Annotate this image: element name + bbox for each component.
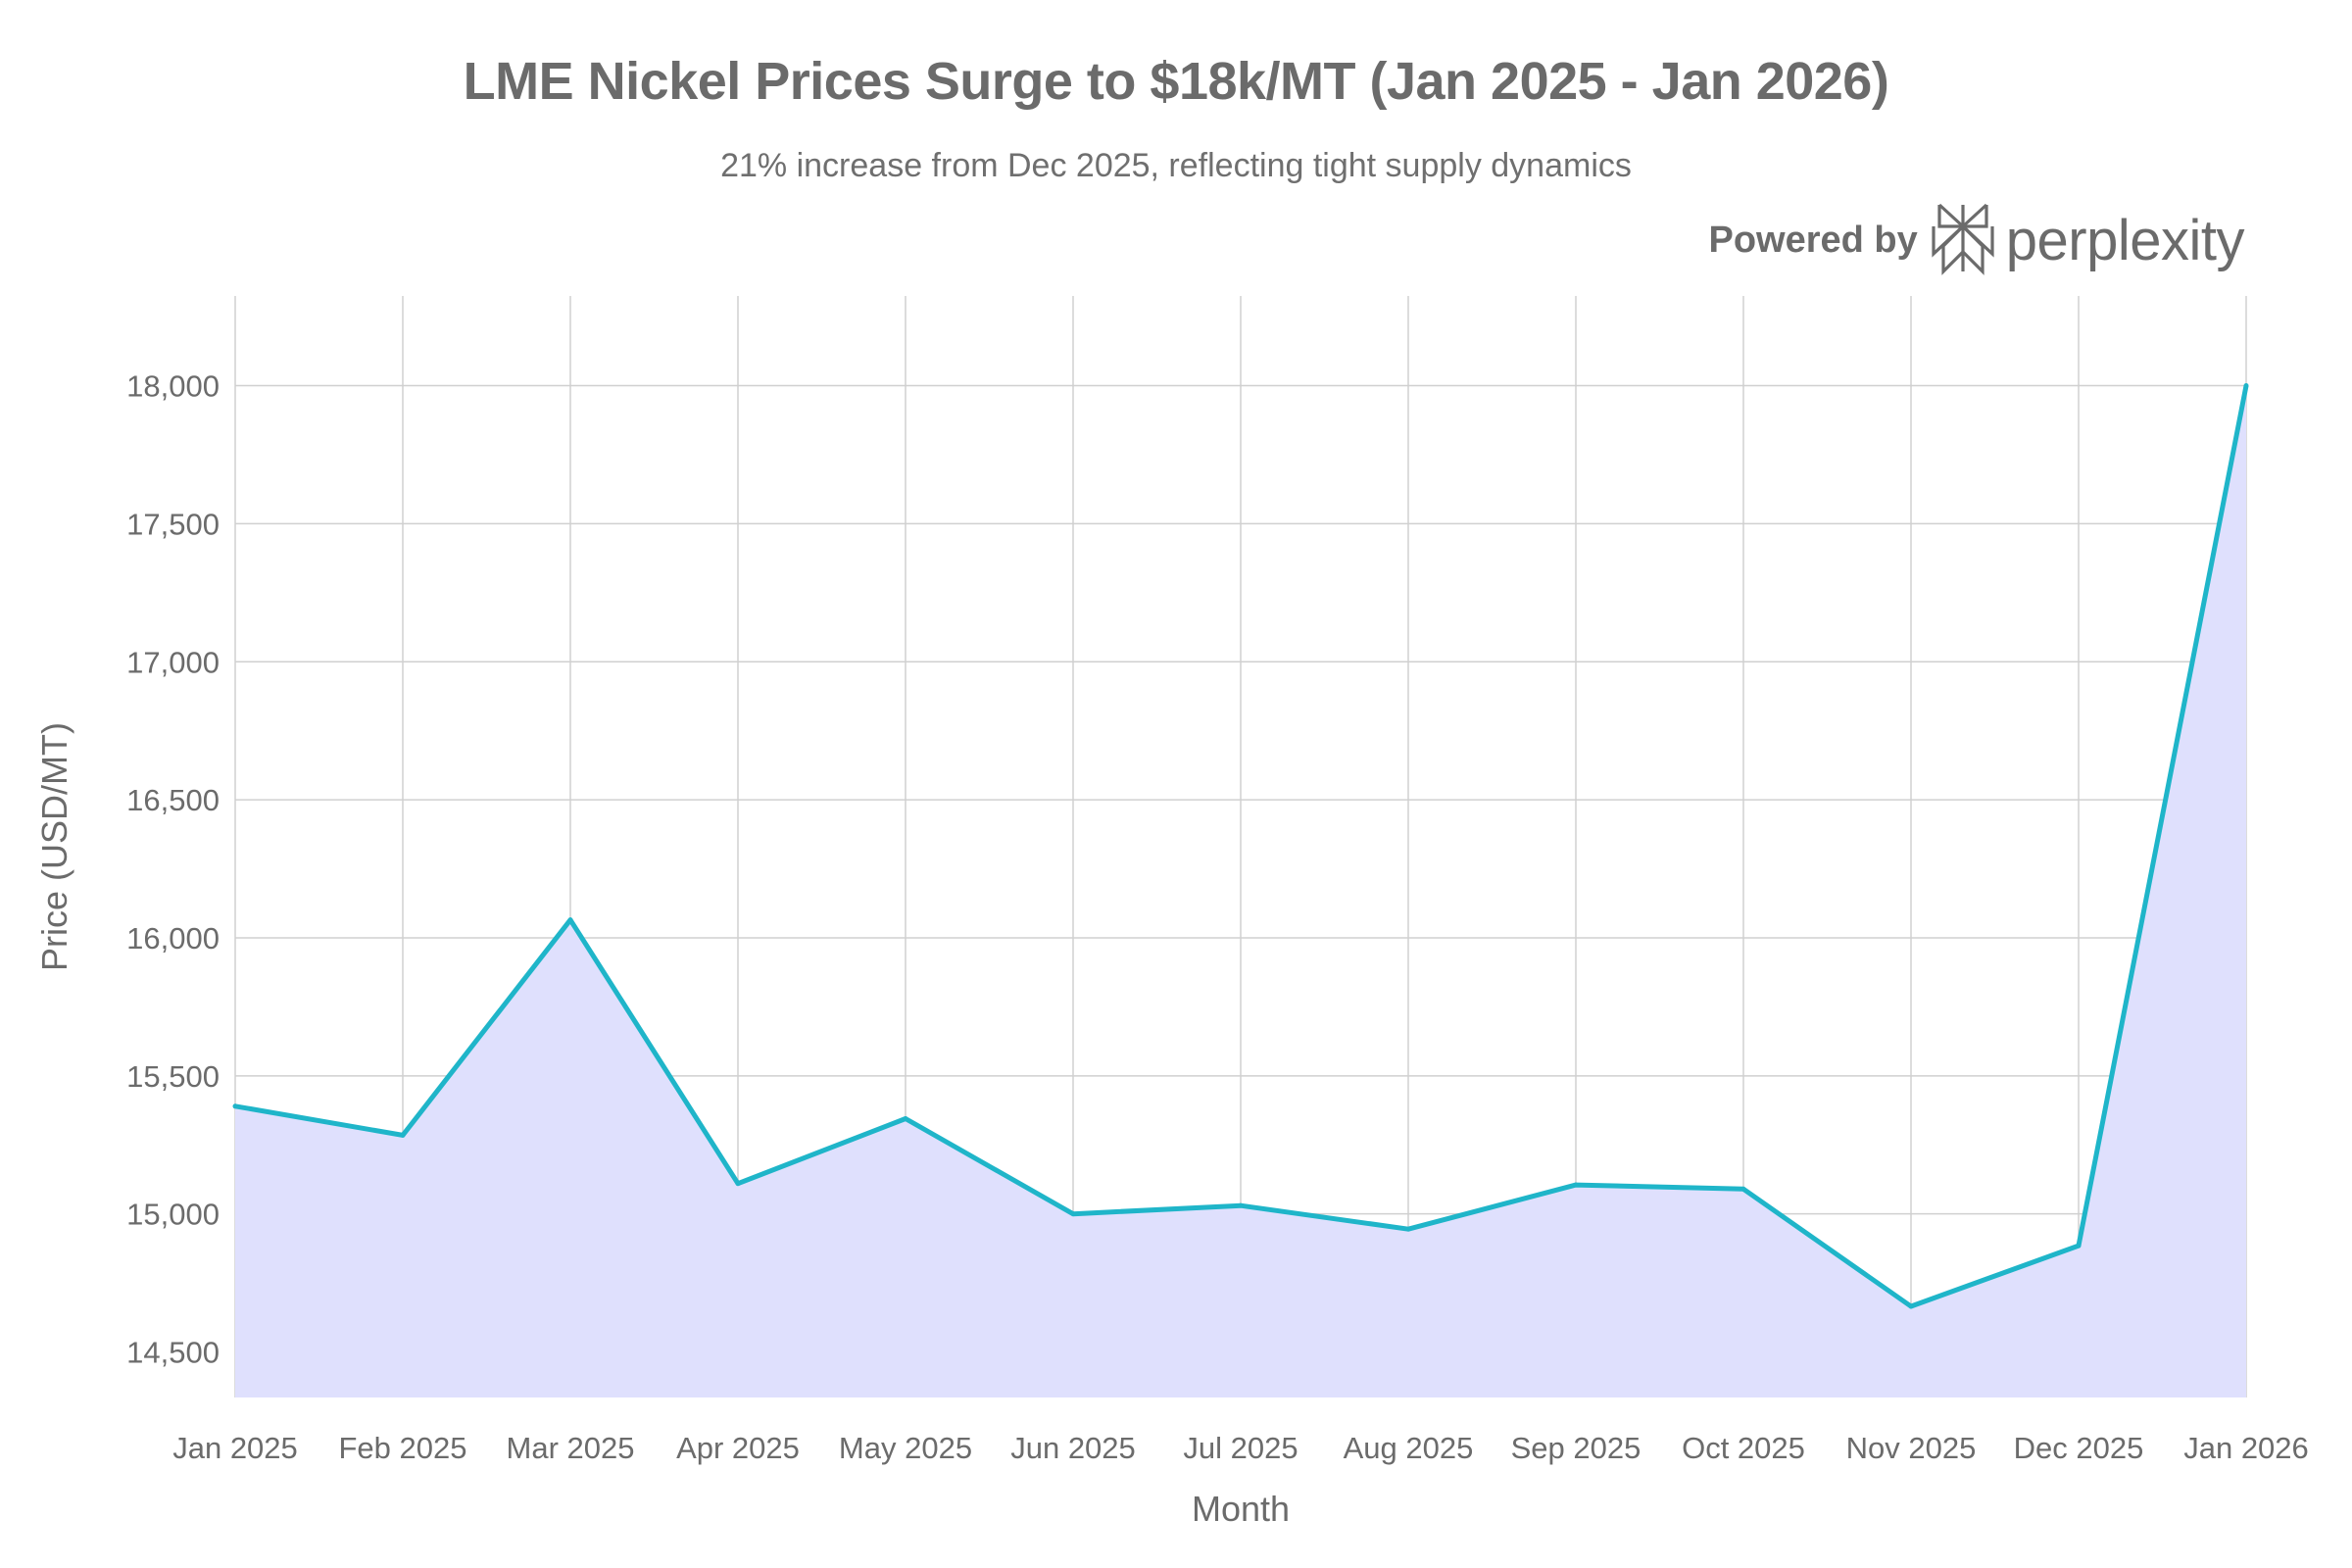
data-point (1573, 1182, 1579, 1188)
perplexity-logo-icon (1932, 201, 1994, 280)
data-point (1238, 1202, 1244, 1208)
y-axis-ticks: 14,500 15,000 15,500 16,000 16,500 17,000 17,5… (126, 369, 220, 1370)
y-tick-label: 17,000 (126, 645, 220, 679)
data-point (1740, 1186, 1746, 1192)
x-axis-ticks: Jan 2025 Feb 2025 Mar 2025 Apr 2025 May 2025… (172, 1431, 2309, 1465)
data-points (232, 383, 2249, 1309)
data-point (2076, 1243, 2082, 1249)
x-tick-label: Nov 2025 (1846, 1431, 1977, 1465)
data-point (400, 1132, 406, 1138)
x-tick-label: Oct 2025 (1682, 1431, 1805, 1465)
y-tick-label: 16,500 (126, 783, 220, 817)
powered-by-badge: Powered by perplexity (1708, 196, 2245, 284)
chart-title: LME Nickel Prices Surge to $18k/MT (Jan … (463, 52, 1889, 111)
data-point (2243, 383, 2249, 389)
data-point (903, 1115, 908, 1121)
data-point (1405, 1226, 1411, 1232)
x-tick-label: Jan 2026 (2183, 1431, 2309, 1465)
y-tick-label: 14,500 (126, 1336, 220, 1370)
x-axis-label: Month (1192, 1489, 1290, 1529)
x-tick-label: May 2025 (839, 1431, 972, 1465)
perplexity-wordmark: perplexity (2005, 208, 2245, 272)
powered-by-label: Powered by (1708, 219, 1918, 261)
data-point (1908, 1303, 1914, 1309)
x-tick-label: Dec 2025 (2014, 1431, 2144, 1465)
y-tick-label: 15,500 (126, 1059, 220, 1094)
x-tick-label: Apr 2025 (676, 1431, 800, 1465)
y-axis-label: Price (USD/MT) (34, 722, 74, 971)
x-tick-label: Sep 2025 (1511, 1431, 1642, 1465)
area-fill (235, 385, 2246, 1398)
chart-subtitle: 21% increase from Dec 2025, reflecting t… (720, 147, 1632, 184)
y-tick-label: 16,000 (126, 921, 220, 956)
x-tick-label: Mar 2025 (507, 1431, 635, 1465)
x-tick-label: Aug 2025 (1344, 1431, 1474, 1465)
y-tick-label: 17,500 (126, 507, 220, 541)
y-tick-label: 18,000 (126, 369, 220, 404)
data-point (232, 1103, 238, 1109)
x-tick-label: Jan 2025 (172, 1431, 298, 1465)
x-tick-label: Jun 2025 (1010, 1431, 1136, 1465)
data-point (1070, 1211, 1076, 1217)
x-tick-label: Feb 2025 (339, 1431, 467, 1465)
data-point (735, 1181, 741, 1187)
x-tick-label: Jul 2025 (1183, 1431, 1298, 1465)
y-tick-label: 15,000 (126, 1198, 220, 1232)
data-point (567, 917, 573, 923)
